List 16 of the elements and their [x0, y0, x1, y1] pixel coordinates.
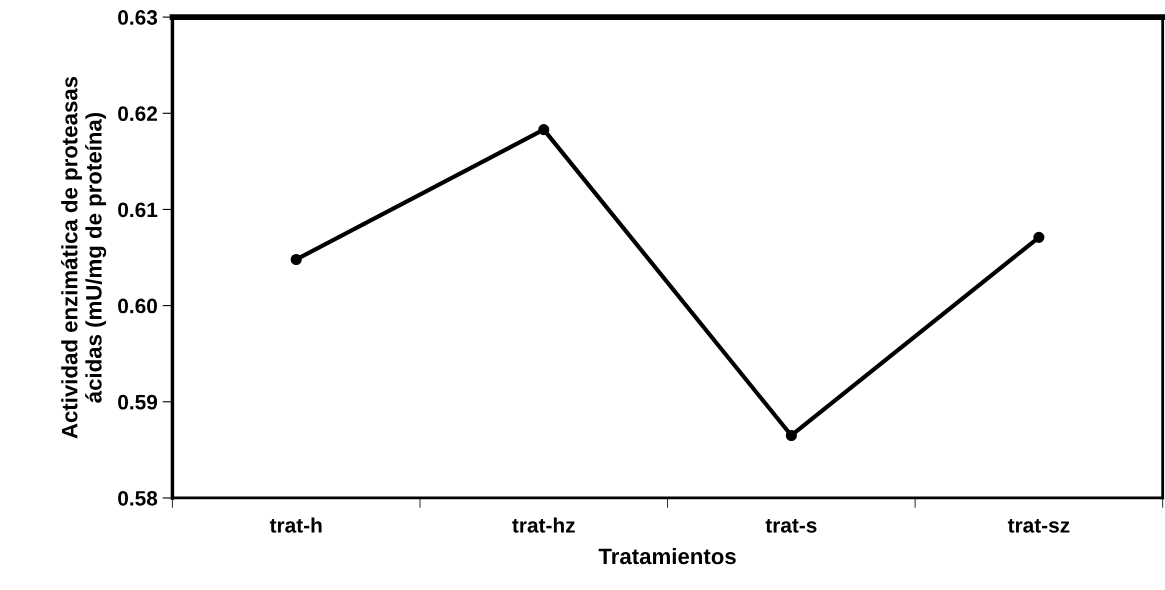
- y-tick-label: 0.63: [118, 10, 158, 25]
- point: [538, 124, 550, 136]
- y-tick-label: 0.61: [118, 202, 158, 218]
- y-tick-label: 0.59: [118, 394, 158, 410]
- y-tick-label: 0.58: [118, 490, 158, 506]
- x-axis-title: Tratamientos: [598, 547, 736, 565]
- point: [1033, 231, 1045, 243]
- point: [290, 253, 302, 266]
- x-tick-label: trat-h: [269, 517, 322, 533]
- y-axis-title: Actividad enzimática de proteasas ácidas (mU/mg de proteína): [61, 76, 107, 439]
- y-tick-label: 0.60: [118, 298, 157, 314]
- x-tick-label: trat-s: [765, 518, 817, 533]
- x-tick-label: trat-hz: [512, 517, 575, 533]
- point: [785, 429, 797, 442]
- x-tick-label: trat-sz: [1007, 518, 1070, 533]
- y-tick-label: 0.62: [118, 106, 158, 122]
